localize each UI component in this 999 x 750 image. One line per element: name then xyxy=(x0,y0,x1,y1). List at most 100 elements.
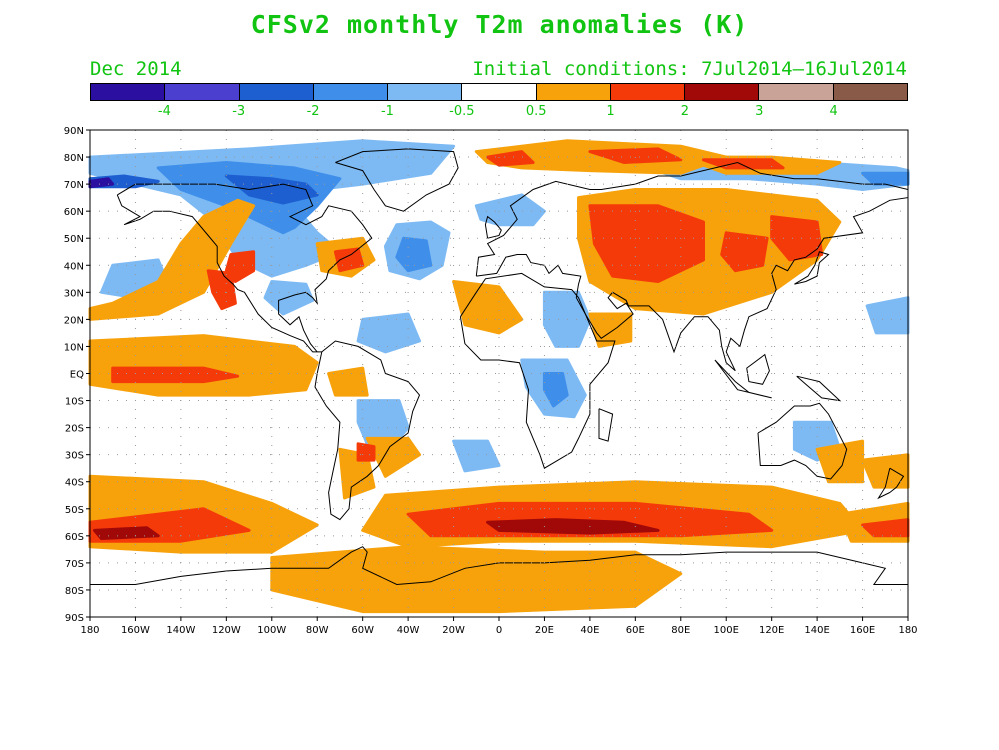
warm-anomaly-region xyxy=(93,526,160,540)
lat-tick-label: 90S xyxy=(65,613,84,624)
lon-tick-label: 160E xyxy=(850,625,875,636)
coastline xyxy=(796,375,842,402)
warm-anomaly-region xyxy=(815,439,865,484)
warm-anomaly-region xyxy=(486,150,535,167)
cold-anomaly-region xyxy=(356,312,421,354)
coastline xyxy=(335,148,459,212)
coastline xyxy=(90,546,908,586)
lat-tick-label: 20N xyxy=(64,315,84,326)
forecast-month: Dec 2014 xyxy=(90,58,182,80)
lat-tick-label: 30N xyxy=(64,288,84,299)
colorbar-swatch xyxy=(685,84,760,100)
lat-tick-label: 40S xyxy=(65,478,84,489)
colorbar-label: -4 xyxy=(157,104,171,119)
lat-tick-label: 30S xyxy=(65,451,84,462)
longitude-axis: 180 160W 140W 120W 100W 80W 60W 40W 20W 0 20E 40E 60… xyxy=(80,617,918,636)
cold-anomaly-region xyxy=(263,280,315,316)
lat-tick-label: 10S xyxy=(65,397,84,408)
coastline xyxy=(475,161,909,372)
colorbar-swatch xyxy=(388,84,463,100)
warm-anomaly-region xyxy=(720,231,769,273)
warm-anomaly-region xyxy=(588,147,683,164)
coastline xyxy=(794,251,830,285)
lon-tick-label: 160W xyxy=(121,625,150,636)
lon-tick-label: 20E xyxy=(535,625,554,636)
coastline xyxy=(746,353,770,385)
coastlines xyxy=(90,148,909,586)
lon-tick-label: 60W xyxy=(351,625,374,636)
lat-tick-label: EQ xyxy=(70,370,84,381)
colorbar-label: 0.5 xyxy=(525,104,547,119)
warm-anomaly-region xyxy=(486,518,660,535)
lon-tick-label: 140W xyxy=(166,625,195,636)
lat-tick-label: 40N xyxy=(64,261,84,272)
lat-tick-label: 20S xyxy=(65,424,84,435)
lat-tick-label: 80N xyxy=(64,153,84,164)
lon-tick-label: 180 xyxy=(898,625,917,636)
lon-tick-label: 40E xyxy=(580,625,599,636)
cold-anomaly-region xyxy=(474,193,546,227)
lat-tick-label: 70N xyxy=(64,180,84,191)
lat-tick-label: 60S xyxy=(65,532,84,543)
warm-anomaly-region xyxy=(224,250,256,283)
colorbar-swatch xyxy=(91,84,166,100)
cold-anomaly-region xyxy=(452,439,501,473)
cold-anomaly-region xyxy=(88,177,115,189)
coastline xyxy=(877,467,905,500)
lon-tick-label: 100E xyxy=(714,625,739,636)
colorbar-label: 4 xyxy=(829,104,838,119)
colorbar-swatch xyxy=(536,84,611,100)
lon-tick-label: 0 xyxy=(496,625,502,636)
lat-tick-label: 50N xyxy=(64,234,84,245)
colorbar-label: -1 xyxy=(380,104,394,119)
lon-tick-label: 20W xyxy=(442,625,465,636)
lat-tick-label: 50S xyxy=(65,505,84,516)
warm-anomaly-region xyxy=(270,545,683,614)
initial-conditions: Initial conditions: 7Jul2014–16Jul2014 xyxy=(472,58,907,80)
cold-anomaly-region xyxy=(395,236,433,273)
cold-anomaly-region xyxy=(542,372,569,408)
lon-tick-label: 180 xyxy=(80,625,99,636)
lon-tick-label: 140E xyxy=(804,625,829,636)
colorbar xyxy=(90,83,908,101)
warm-anomaly-region xyxy=(452,280,524,335)
lon-tick-label: 120E xyxy=(759,625,784,636)
colorbar-swatch xyxy=(313,84,389,100)
lat-tick-label: 10N xyxy=(64,342,84,353)
lon-tick-label: 100W xyxy=(257,625,286,636)
coastline xyxy=(314,340,421,521)
colorbar-swatch xyxy=(610,84,686,100)
colorbar-label: 3 xyxy=(755,104,764,119)
coastline xyxy=(484,215,502,239)
warm-anomaly-region xyxy=(88,334,319,397)
colorbar-swatch xyxy=(759,84,834,100)
coastline xyxy=(459,272,616,469)
warm-anomaly-region xyxy=(327,366,369,397)
warm-anomaly-region xyxy=(356,442,376,462)
lat-tick-label: 70S xyxy=(65,559,84,570)
lon-tick-label: 60E xyxy=(626,625,645,636)
anomaly-shading xyxy=(88,139,910,614)
lat-tick-label: 80S xyxy=(65,586,84,597)
latitude-axis: 90N 80N 70N 60N 50N 40N 30N 20N 10N EQ 10S 20S 30S 40… xyxy=(64,126,90,624)
lon-tick-label: 120W xyxy=(212,625,241,636)
gridlines xyxy=(90,130,908,617)
lat-tick-label: 60N xyxy=(64,207,84,218)
colorbar-labels: -4 -3 -2 -1 -0.5 0.5 1 2 3 4 xyxy=(90,104,908,122)
lat-tick-label: 90N xyxy=(64,126,84,137)
colorbar-label: -0.5 xyxy=(449,104,475,119)
colorbar-label: 1 xyxy=(606,104,615,119)
lon-tick-label: 80E xyxy=(671,625,690,636)
cold-anomaly-region xyxy=(865,296,910,335)
lon-tick-label: 80W xyxy=(306,625,329,636)
coastline xyxy=(714,359,772,399)
warm-anomaly-region xyxy=(588,312,633,348)
warm-anomaly-region xyxy=(206,269,237,311)
warm-anomaly-region xyxy=(861,453,910,489)
warm-anomaly-region xyxy=(111,366,240,384)
colorbar-label: -2 xyxy=(306,104,320,119)
colorbar-label: -3 xyxy=(232,104,246,119)
coastline xyxy=(116,183,373,353)
colorbar-swatch xyxy=(239,84,314,100)
